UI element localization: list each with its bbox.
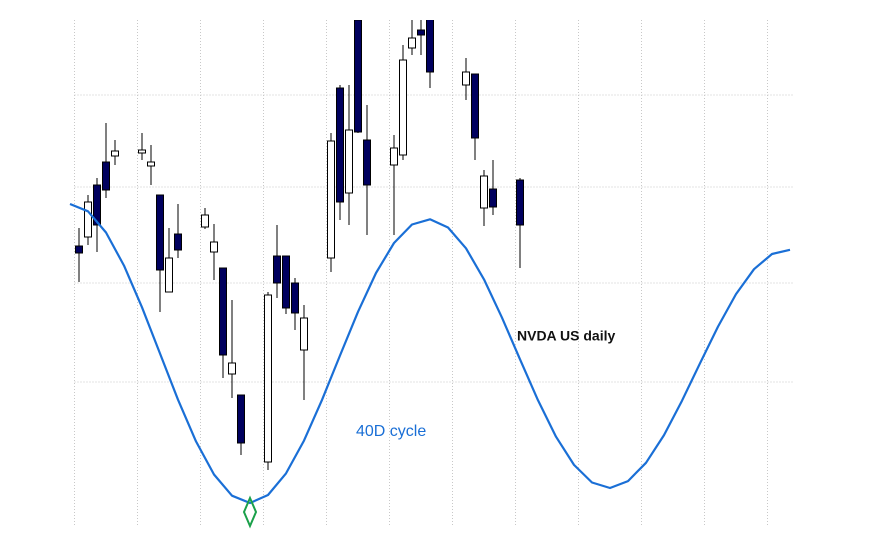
candle-body: [165, 257, 173, 293]
candle-body: [471, 73, 479, 139]
candle-body: [345, 129, 353, 194]
candle-body: [111, 150, 119, 157]
candle-body: [390, 147, 398, 166]
candle-body: [327, 140, 335, 259]
candle-body: [300, 317, 308, 351]
cycle-line: [69, 202, 791, 505]
candle-body: [147, 161, 155, 167]
candle-body: [426, 20, 434, 73]
candle-body: [75, 245, 83, 254]
candle-body: [462, 71, 470, 86]
candle-body: [516, 179, 524, 226]
candle-body: [237, 394, 245, 444]
candle-body: [201, 214, 209, 228]
candle-body: [291, 282, 299, 314]
cycle-label: 40D cycle: [356, 423, 426, 440]
candle-body: [273, 255, 281, 284]
candle-body: [84, 201, 92, 238]
candle-body: [93, 184, 101, 226]
candle-body: [480, 175, 488, 209]
candle-body: [363, 139, 371, 186]
cycle-low-marker: [242, 495, 258, 529]
candle-body: [156, 194, 164, 271]
candle-body: [399, 59, 407, 156]
candle-body: [219, 267, 227, 356]
candle-body: [174, 233, 182, 251]
candle-body: [138, 149, 146, 154]
grid: [74, 20, 795, 525]
plot: [69, 20, 791, 505]
candle-body: [102, 161, 110, 191]
candle-body: [210, 241, 218, 253]
candle-body: [264, 294, 272, 463]
chart-label: NVDA US daily: [517, 328, 615, 344]
candle-body: [489, 188, 497, 208]
candle-body: [336, 87, 344, 203]
candle-body: [282, 255, 290, 309]
candle-body: [417, 29, 425, 36]
candle-body: [408, 37, 416, 49]
candle-body: [228, 362, 236, 375]
candle-body: [354, 20, 362, 133]
